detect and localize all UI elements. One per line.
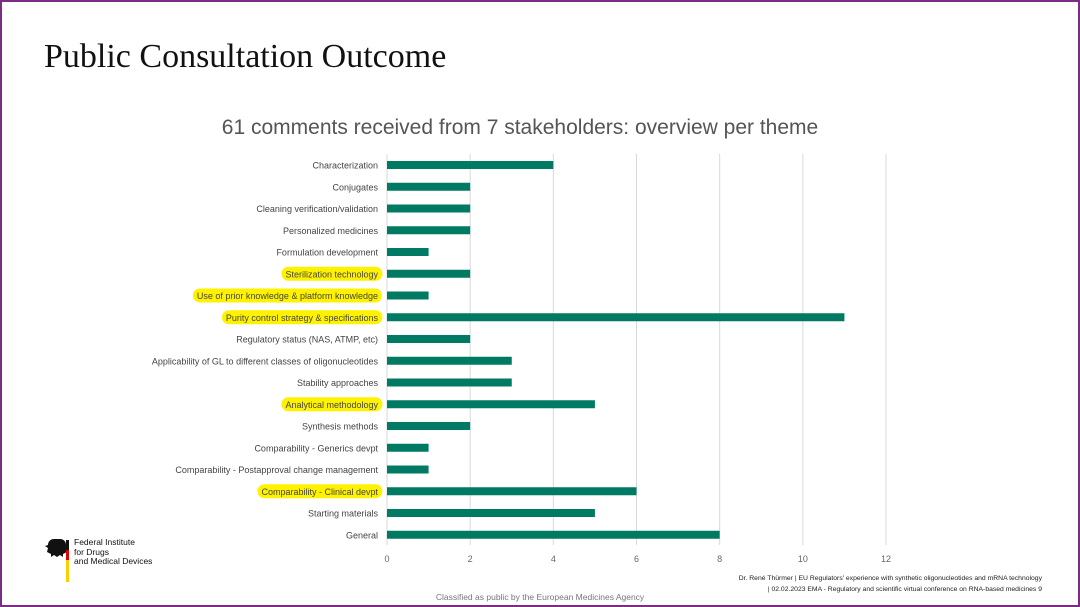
bfarm-logo: Federal Institute for Drugs and Medical … <box>44 536 174 586</box>
x-tick-label: 0 <box>384 554 389 564</box>
footer-line-1: Dr. René Thürmer | EU Regulators' experi… <box>738 575 1042 582</box>
category-label: Formulation development <box>276 248 378 258</box>
category-label: Regulatory status (NAS, ATMP, etc) <box>236 335 378 345</box>
category-label: General <box>346 530 378 540</box>
x-tick-label: 10 <box>798 554 808 564</box>
bar <box>387 313 845 322</box>
bar <box>387 378 512 387</box>
category-highlight <box>221 310 383 325</box>
slide-title: Public Consultation Outcome <box>44 38 447 75</box>
category-label: Stability approaches <box>297 378 379 388</box>
category-label: Conjugates <box>332 182 378 192</box>
x-tick-label: 4 <box>551 554 556 564</box>
bar <box>387 226 471 235</box>
eagle-flag-icon <box>45 539 69 582</box>
bar <box>387 182 471 191</box>
category-highlight <box>192 288 382 303</box>
bar <box>387 530 720 539</box>
bar <box>387 400 595 409</box>
tick-label-layer: 0 2 4 6 8 10 12 <box>384 554 891 564</box>
footer-line-2: | 02.02.2023 EMA - Regulatory and scient… <box>767 586 1042 593</box>
grid-layer <box>386 154 887 545</box>
bar <box>387 422 471 430</box>
bar <box>387 204 471 213</box>
category-highlight <box>257 484 383 499</box>
category-label: Starting materials <box>308 509 379 519</box>
bar <box>387 465 429 474</box>
logo-text-line3: and Medical Devices <box>74 556 153 566</box>
classification-note: Classified as public by the European Med… <box>435 592 645 602</box>
footer-credits: Dr. René Thürmer | EU Regulators' experi… <box>739 573 1042 595</box>
category-label: Comparability - Postapproval change mana… <box>175 465 378 475</box>
bar <box>387 248 429 256</box>
category-highlight <box>281 397 383 412</box>
category-label: Comparability - Generics devpt <box>254 443 378 453</box>
category-label: Analytical methodology <box>285 400 378 410</box>
category-label-layer: Characterization Conjugates Cleaning verif… <box>152 161 383 540</box>
category-highlight <box>281 266 383 281</box>
logo-text-line1: Federal Institute <box>74 537 135 547</box>
category-label: Sterilization technology <box>285 269 378 279</box>
bar <box>387 161 554 169</box>
bar <box>387 509 595 517</box>
category-label: Applicability of GL to different classes… <box>152 356 379 366</box>
bar <box>387 335 471 343</box>
logo-text-line2: for Drugs <box>74 546 109 557</box>
bar <box>387 443 429 452</box>
category-label: Synthesis methods <box>302 422 379 432</box>
category-label: Purity control strategy & specifications <box>226 313 379 323</box>
category-label: Cleaning verification/validation <box>256 204 378 214</box>
bar <box>387 291 429 300</box>
x-tick-label: 12 <box>881 554 891 564</box>
chart-title: 61 comments received from 7 stakeholders… <box>221 116 819 139</box>
bar <box>387 269 471 278</box>
x-tick-label: 6 <box>634 554 639 564</box>
x-tick-label: 2 <box>468 554 473 564</box>
bar-layer <box>387 161 845 539</box>
bar <box>387 487 637 496</box>
category-label: Personalized medicines <box>283 226 379 236</box>
category-label: Characterization <box>312 161 378 171</box>
x-tick-label: 8 <box>717 554 722 564</box>
bar <box>387 356 512 365</box>
category-label: Comparability - Clinical devpt <box>261 487 378 497</box>
category-label: Use of prior knowledge & platform knowle… <box>197 291 378 301</box>
